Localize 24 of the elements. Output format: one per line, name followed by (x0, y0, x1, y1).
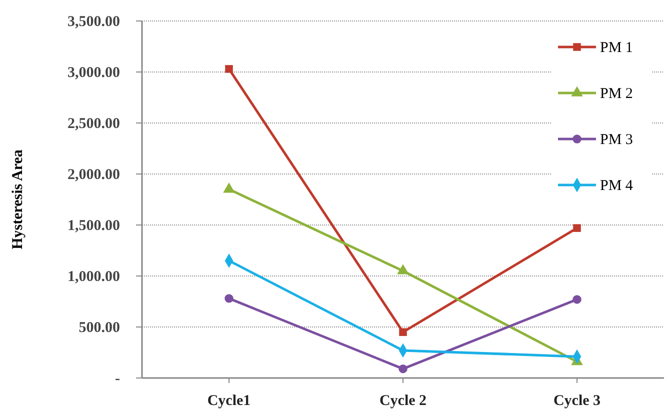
y-tick-label: 500.00 (78, 320, 120, 336)
point (397, 264, 409, 274)
y-tick-label: 3,000.00 (68, 65, 120, 81)
point (225, 65, 233, 73)
y-tick-label: 2,500.00 (68, 116, 120, 132)
point (572, 295, 582, 304)
y-tick-label: 1,500.00 (68, 218, 120, 234)
x-tick-label: Cycle 2 (379, 393, 427, 409)
point (399, 328, 407, 336)
legend-label: PM 3 (600, 132, 633, 148)
x-tick-label: Cycle1 (207, 393, 251, 409)
point (223, 182, 235, 193)
legend-label: PM 2 (600, 86, 633, 102)
y-tick-label: 3,500.00 (68, 14, 120, 30)
y-tick-label: - (115, 371, 120, 387)
legend-label: PM 1 (600, 40, 633, 56)
legend-label: PM 4 (600, 178, 634, 194)
point (398, 364, 408, 374)
x-tick-label: Cycle 3 (553, 393, 601, 409)
y-tick-label: 2,000.00 (68, 167, 120, 183)
point (224, 294, 234, 303)
y-tick-label: 1,000.00 (68, 269, 120, 285)
y-axis-title: Hysteresis Area (10, 149, 26, 250)
point (573, 224, 581, 232)
